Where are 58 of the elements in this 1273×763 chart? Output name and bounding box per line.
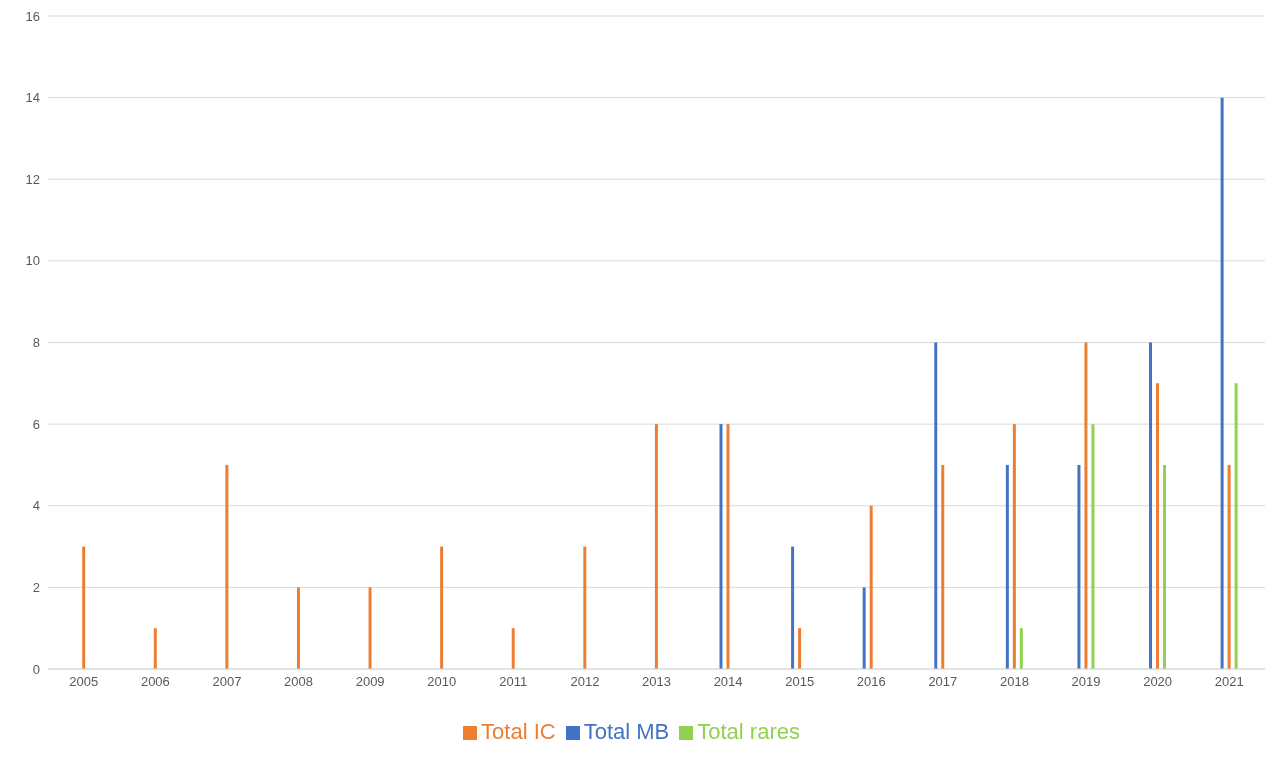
bar (440, 546, 444, 669)
bar (1163, 464, 1167, 669)
legend-label: Total IC (481, 719, 556, 744)
y-tick-label: 14 (25, 90, 40, 106)
bar (791, 546, 795, 669)
bar (941, 464, 945, 669)
x-tick-label: 2008 (284, 674, 314, 690)
x-tick-label: 2015 (785, 674, 815, 690)
bar (1234, 383, 1238, 669)
bar (1227, 464, 1231, 669)
bar (719, 424, 723, 669)
bar (225, 464, 229, 669)
x-tick-label: 2013 (642, 674, 671, 690)
x-tick-label: 2012 (570, 674, 600, 690)
y-tick-label: 2 (32, 579, 40, 595)
legend-label: Total MB (583, 719, 670, 744)
x-tick-label: 2014 (713, 674, 743, 690)
bar (1019, 628, 1023, 669)
x-tick-label: 2005 (69, 674, 99, 690)
x-tick-label: 2006 (140, 674, 170, 690)
bar (869, 505, 873, 669)
x-tick-label: 2011 (499, 674, 528, 690)
x-tick-label: 2020 (1143, 674, 1173, 690)
x-tick-label: 2016 (856, 674, 886, 690)
bar (1156, 383, 1160, 669)
legend-label: Total rares (697, 719, 800, 744)
x-tick-label: 2017 (928, 674, 958, 690)
bar (654, 424, 658, 669)
bar (296, 587, 300, 669)
bar (934, 342, 938, 669)
x-tick-label: 2021 (1214, 674, 1244, 690)
x-tick-label: 2010 (427, 674, 457, 690)
bar (82, 546, 86, 669)
y-tick-label: 6 (32, 416, 40, 432)
y-tick-label: 0 (32, 661, 40, 677)
x-tick-label: 2007 (212, 674, 242, 690)
x-tick-label: 2018 (999, 674, 1029, 690)
bar (1149, 342, 1153, 669)
bar (153, 628, 157, 669)
y-tick-label: 10 (25, 253, 40, 269)
bar (1005, 464, 1009, 669)
bar (1220, 97, 1224, 669)
bar (798, 628, 802, 669)
bar (368, 587, 372, 669)
bar (1084, 342, 1088, 669)
y-tick-label: 4 (32, 498, 40, 514)
bar (511, 628, 515, 669)
bar (1012, 424, 1016, 669)
x-tick-label: 2009 (355, 674, 385, 690)
bar (726, 424, 730, 669)
y-tick-label: 12 (25, 171, 40, 187)
y-tick-label: 16 (25, 8, 40, 24)
bar (583, 546, 587, 669)
bar (1077, 464, 1081, 669)
bar (862, 587, 866, 669)
x-tick-label: 2019 (1071, 674, 1101, 690)
y-tick-label: 8 (32, 335, 40, 351)
bar (1091, 424, 1095, 669)
